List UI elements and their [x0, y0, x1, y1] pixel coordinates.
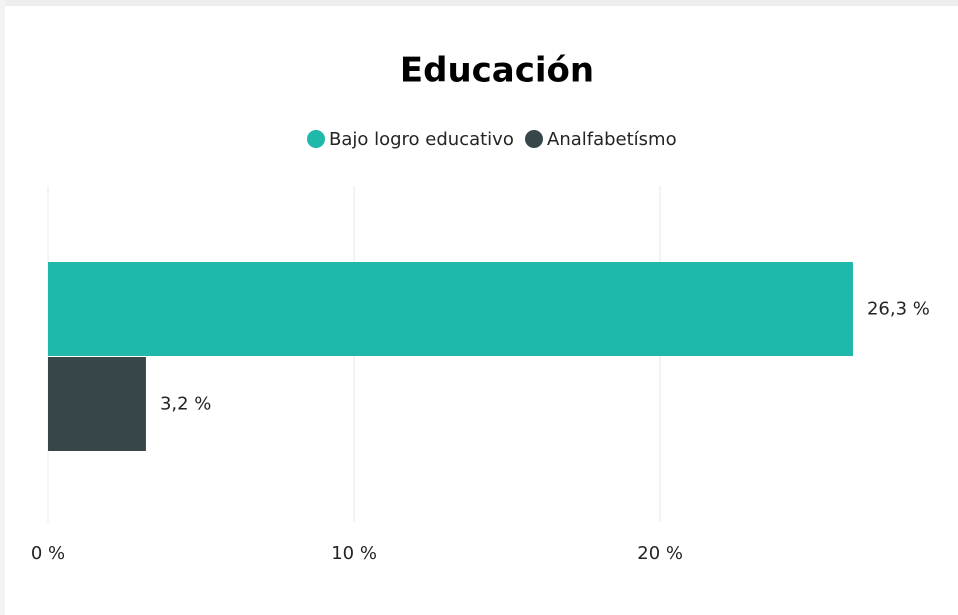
frame-top [0, 0, 958, 6]
x-tick-label: 20 % [637, 543, 683, 564]
data-label: 26,3 % [867, 299, 930, 320]
frame-left [0, 0, 5, 615]
bar [48, 262, 853, 356]
x-tick-label: 10 % [331, 543, 377, 564]
legend-label: Bajo logro educativo [329, 129, 514, 150]
chart-title: Educación [400, 51, 594, 91]
legend-label: Analfabetísmo [547, 129, 677, 150]
data-label: 3,2 % [160, 394, 211, 415]
bar [48, 357, 146, 451]
legend-marker [307, 130, 325, 148]
legend-marker [525, 130, 543, 148]
x-tick-label: 0 % [31, 543, 65, 564]
